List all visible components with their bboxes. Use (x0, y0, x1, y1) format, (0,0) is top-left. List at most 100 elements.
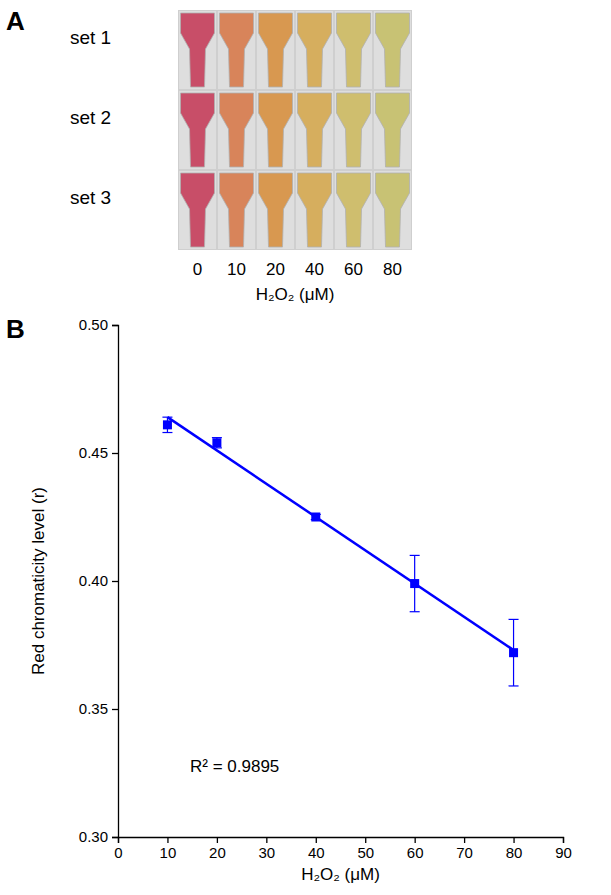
tube-glass (296, 11, 333, 89)
x-tick-mark (563, 837, 564, 843)
row-label: set 1 (70, 27, 111, 48)
x-tick: 80 (506, 837, 523, 861)
y-tick-label: 0.50 (79, 316, 108, 333)
row-label: set 3 (70, 187, 111, 208)
x-tick-label: 90 (555, 844, 572, 861)
x-tick-mark (464, 837, 465, 843)
y-tick: 0.45 (79, 444, 118, 461)
tube-glass (374, 11, 411, 89)
x-tick: 90 (555, 837, 572, 861)
panel-letter: A (6, 6, 25, 36)
error-bar-cap (509, 619, 519, 620)
x-tick: 50 (357, 837, 374, 861)
y-tick-mark (112, 581, 118, 582)
tube-glass (335, 91, 372, 169)
error-bar-cap (212, 437, 222, 438)
y-tick-mark (112, 453, 118, 454)
y-tick-label: 0.30 (79, 828, 108, 845)
error-bar-cap (509, 685, 519, 686)
x-tick-label: 40 (308, 844, 325, 861)
tube (181, 173, 215, 247)
y-tick: 0.40 (79, 572, 118, 589)
tube-glass (374, 171, 411, 249)
error-bar-cap (410, 555, 420, 556)
error-bar (509, 619, 519, 686)
panel-a: Aset 1set 2set 301020406080H₂O₂ (μM) (6, 6, 412, 304)
tube (376, 173, 410, 247)
x-tick-mark (365, 837, 366, 843)
y-tick-label: 0.35 (79, 700, 108, 717)
tube-glass (335, 11, 372, 89)
y-tick-mark (112, 837, 118, 838)
tube-glass (257, 171, 294, 249)
column-label: 80 (383, 260, 402, 279)
x-tick-mark (316, 837, 317, 843)
annotation: R² = 0.9895 (190, 757, 279, 776)
x-tick-label: 50 (357, 844, 374, 861)
error-bar-cap (410, 611, 420, 612)
tube (337, 173, 371, 247)
error-bar (212, 438, 222, 448)
x-tick-label: 10 (160, 844, 177, 861)
column-label: 40 (305, 260, 324, 279)
panel-letter: B (6, 314, 25, 344)
x-axis-line (119, 838, 564, 844)
tube-glass (257, 91, 294, 169)
tube (181, 13, 215, 87)
tube-glass (179, 11, 216, 89)
plot-marks (162, 417, 518, 686)
error-bar-cap (162, 432, 172, 433)
tube (376, 13, 410, 87)
tube-glass (296, 91, 333, 169)
tube-glass (374, 91, 411, 169)
tube (337, 93, 371, 167)
x-tick: 10 (160, 837, 177, 861)
x-tick: 40 (308, 837, 325, 861)
figure: Aset 1 set 2 set 3 0 10 20 40 60 80 H₂O₂ (μM) B 0 10… (0, 0, 611, 895)
column-label: 10 (227, 260, 246, 279)
x-tick-label: 60 (407, 844, 424, 861)
y-tick-label: 0.40 (79, 572, 108, 589)
fit-line (167, 417, 513, 650)
tube (298, 93, 332, 167)
x-tick: 0 (114, 837, 122, 861)
x-axis-title: H₂O₂ (μM) (256, 285, 335, 304)
x-tick: 60 (407, 837, 424, 861)
tube-glass (257, 11, 294, 89)
column-label: 60 (344, 260, 363, 279)
y-tick-mark (112, 325, 118, 326)
x-tick-mark (415, 837, 416, 843)
x-tick-mark (167, 837, 168, 843)
x-tick-label: 0 (114, 844, 122, 861)
tube (298, 13, 332, 87)
y-tick: 0.50 (79, 316, 118, 333)
y-axis-line (112, 326, 119, 838)
x-tick-label: 70 (456, 844, 473, 861)
row-label: set 2 (70, 107, 111, 128)
data-point (212, 438, 221, 447)
x-tick-label: 20 (209, 844, 226, 861)
tube (298, 173, 332, 247)
tube (181, 93, 215, 167)
y-axis: 0.30 0.35 0.40 0.45 0.50 (79, 316, 119, 845)
tube-glass (179, 171, 216, 249)
tube (259, 93, 293, 167)
tube-glass (296, 171, 333, 249)
x-axis: 0 10 20 30 40 50 60 70 80 90 (114, 837, 572, 861)
x-tick-label: 80 (506, 844, 523, 861)
x-tick: 30 (258, 837, 275, 861)
tube-glass (218, 91, 255, 169)
tube (259, 13, 293, 87)
tube-glass (218, 171, 255, 249)
tube (259, 173, 293, 247)
tube (220, 173, 254, 247)
x-tick-label: 30 (258, 844, 275, 861)
tube (337, 13, 371, 87)
y-tick: 0.30 (79, 828, 118, 845)
column-label: 0 (193, 260, 202, 279)
data-point (163, 420, 172, 429)
y-axis-title: Red chromaticity level (r) (29, 487, 48, 675)
x-tick: 70 (456, 837, 473, 861)
tube (376, 93, 410, 167)
panel-b: B 0 10 20 30 40 50 60 70 80 90 0.30 0.35 0.40 0.45 0.50… (6, 314, 572, 884)
